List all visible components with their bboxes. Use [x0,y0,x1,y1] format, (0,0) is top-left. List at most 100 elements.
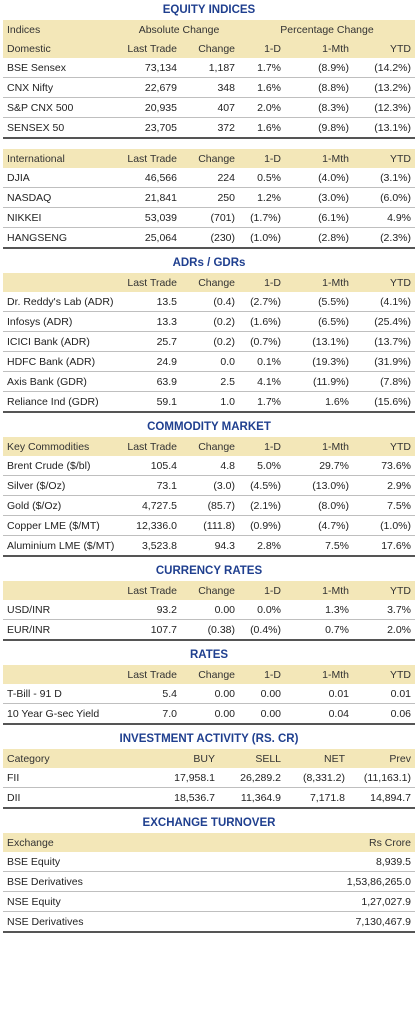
cell-value: (701) [181,207,239,228]
cell-value: 3.7% [353,600,415,620]
column-header: 1-D [239,273,285,292]
cell-value: 53,039 [119,207,181,228]
cell-value: 46,566 [119,168,181,188]
cell-value: 93.2 [119,600,181,620]
column-header: YTD [353,665,415,684]
row-label: Copper LME ($/MT) [3,515,119,536]
cell-value: 7.0 [119,703,181,725]
cell-value: (0.4%) [239,619,285,641]
commodity-market-title: COMMODITY MARKET [147,421,271,433]
cell-value: 407 [181,97,239,118]
cell-value: (11.9%) [285,371,353,392]
cell-value: 8,939.5 [253,852,415,872]
column-header: Change [181,437,239,456]
row-label: Silver ($/Oz) [3,475,119,496]
table-row: Copper LME ($/MT) 12,336.0 (111.8) (0.9%) (4… [3,515,415,536]
cell-value: 1.6% [285,391,353,413]
table-row: USD/INR 93.2 0.00 0.0% 1.3% 3.7% [3,600,415,620]
cell-value: (13.0%) [285,475,353,496]
column-header: 1-D [239,581,285,600]
cell-value: 348 [181,77,239,98]
column-header: 1-Mth [285,665,353,684]
cell-value: 0.06 [353,703,415,725]
commodity-market-table: Key Commodities Last Trade Change 1-D 1-Mth Y… [3,437,415,557]
cell-value: (11,163.1) [349,768,415,788]
cell-value: 2.5 [181,371,239,392]
investment-activity-title: INVESTMENT ACTIVITY (RS. CR) [119,733,299,745]
cell-value: (1.7%) [239,207,285,228]
row-label: NIKKEI [3,207,119,228]
column-header: Last Trade [119,665,181,684]
table-row: NASDAQ 21,841 250 1.2% (3.0%) (6.0%) [3,187,415,208]
cell-value: (31.9%) [353,351,415,372]
investment-activity-table: Category BUY SELL NET Prev FII 17,958.1 26,289… [3,749,415,809]
header-label [3,665,119,684]
cell-value: 94.3 [181,535,239,557]
column-header: BUY [153,749,219,768]
cell-value: 1,27,027.9 [253,891,415,912]
cell-value: 2.8% [239,535,285,557]
table-row: HANGSENG 25,064 (230) (1.0%) (2.8%) (2.3%) [3,227,415,249]
cell-value: 0.00 [239,703,285,725]
adr-gdr-title: ADRs / GDRs [172,257,246,269]
cell-value: 0.04 [285,703,353,725]
cell-value: 1.2% [239,187,285,208]
table-header-row: Key Commodities Last Trade Change 1-D 1-Mth Y… [3,437,415,456]
column-header: YTD [353,39,416,58]
header-label [3,273,119,292]
header-label [3,581,119,600]
cell-value: 7.5% [285,535,353,557]
cell-value: 0.01 [353,684,415,704]
table-row: ICICI Bank (ADR) 25.7 (0.2) (0.7%) (13.1%) (1… [3,331,415,352]
cell-value: (0.2) [181,331,239,352]
cell-value: (1.6%) [239,311,285,332]
table-row: BSE Equity 8,939.5 [3,852,415,872]
international-indices-table: International Last Trade Change 1-D 1-Mth YTD… [3,149,415,249]
column-header: 1-Mth [285,39,353,58]
row-label: NSE Equity [3,891,253,912]
row-label: 10 Year G-sec Yield [3,703,119,725]
table-header-row: Last Trade Change 1-D 1-Mth YTD [3,273,415,292]
cell-value: (13.2%) [353,77,416,98]
cell-value: 105.4 [119,456,181,476]
cell-value: 17,958.1 [153,768,219,788]
row-label: EUR/INR [3,619,119,641]
cell-value: (85.7) [181,495,239,516]
cell-value: (9.8%) [285,117,353,139]
table-row: EUR/INR 107.7 (0.38) (0.4%) 0.7% 2.0% [3,619,415,641]
column-header: 1-Mth [285,437,353,456]
cell-value: 4,727.5 [119,495,181,516]
cell-value: 1.7% [239,391,285,413]
column-header: 1-D [239,149,285,168]
cell-value: (13.1%) [285,331,353,352]
table-row: Infosys (ADR) 13.3 (0.2) (1.6%) (6.5%) (25.4%… [3,311,415,332]
row-label: USD/INR [3,600,119,620]
super-header-absolute-change: Absolute Change [119,20,239,39]
table-row: Aluminium LME ($/MT) 3,523.8 94.3 2.8% 7.5% 1… [3,535,415,557]
table-row: NSE Equity 1,27,027.9 [3,891,415,912]
cell-value: 3,523.8 [119,535,181,557]
cell-value: 4.8 [181,456,239,476]
cell-value: 63.9 [119,371,181,392]
column-header: Change [181,581,239,600]
super-header-row: Indices Absolute Change Percentage Chang… [3,20,416,39]
cell-value: 20,935 [119,97,181,118]
row-label: BSE Derivatives [3,871,253,892]
row-label: SENSEX 50 [3,117,119,139]
cell-value: (111.8) [181,515,239,536]
exchange-turnover-title: EXCHANGE TURNOVER [142,817,276,829]
cell-value: (2.1%) [239,495,285,516]
cell-value: 1,187 [181,58,239,78]
column-header: YTD [353,437,415,456]
domestic-indices-table: Indices Absolute Change Percentage Chang… [3,20,416,139]
cell-value: 73,134 [119,58,181,78]
cell-value: 73.1 [119,475,181,496]
row-label: BSE Sensex [3,58,119,78]
cell-value: (4.7%) [285,515,353,536]
cell-value: (0.4) [181,292,239,312]
cell-value: 22,679 [119,77,181,98]
cell-value: 0.00 [181,600,239,620]
cell-value: 25.7 [119,331,181,352]
table-row: Gold ($/Oz) 4,727.5 (85.7) (2.1%) (8.0%) 7.5% [3,495,415,516]
cell-value: 250 [181,187,239,208]
